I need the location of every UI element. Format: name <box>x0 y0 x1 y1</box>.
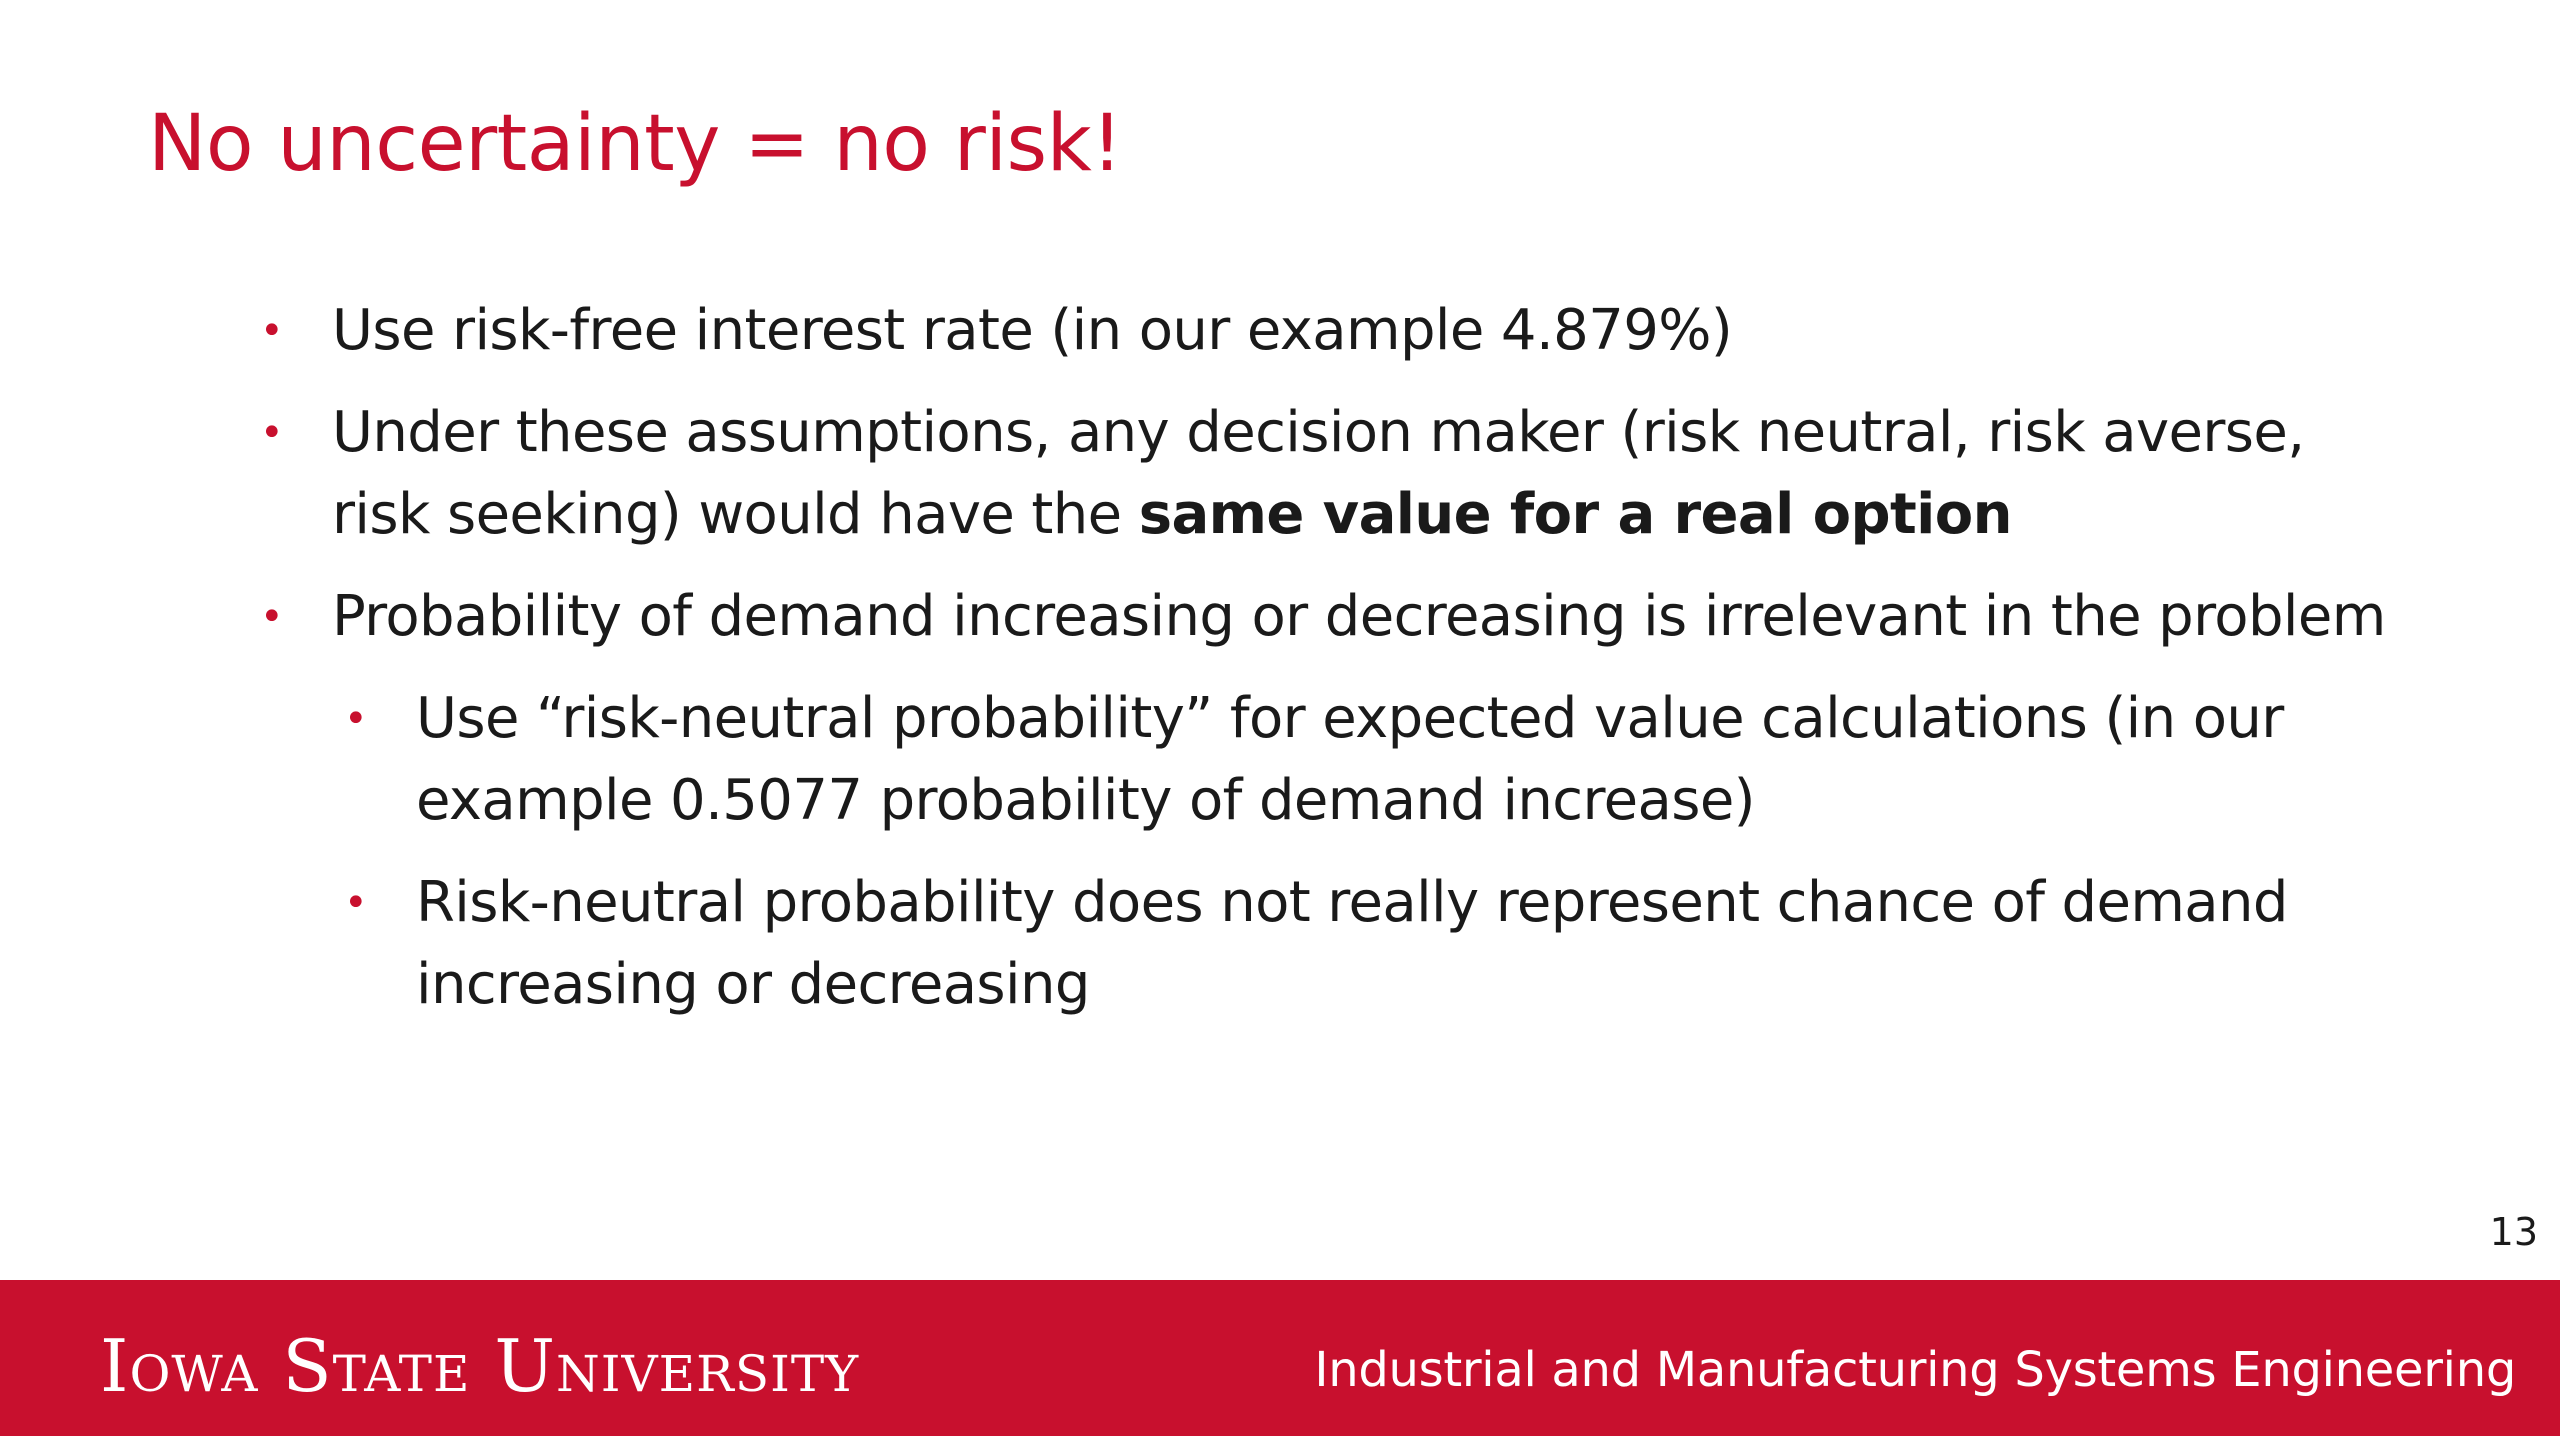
page-number: 13 <box>2489 1210 2538 1254</box>
bullet-text: Probability of demand increasing or decr… <box>332 584 2386 649</box>
bullet-dot-icon: • <box>344 880 368 926</box>
sub-bullet-item: • Risk-neutral probability does not real… <box>342 862 2408 1026</box>
bullet-text: Risk-neutral probability does not really… <box>416 870 2288 1017</box>
footer-bar: Iowa State University Industrial and Man… <box>0 1280 2560 1440</box>
slide-title: No uncertainty = no risk! <box>148 99 1123 189</box>
bullet-item: • Use risk-free interest rate (in our ex… <box>258 290 2408 372</box>
university-logo: Iowa State University <box>100 1324 860 1408</box>
department-name: Industrial and Manufacturing Systems Eng… <box>1314 1342 2516 1398</box>
bullet-dot-icon: • <box>260 410 284 456</box>
bullet-item: • Probability of demand increasing or de… <box>258 576 2408 658</box>
bullet-text: Use “risk-neutral probability” for expec… <box>416 686 2284 833</box>
bullet-text: Use risk-free interest rate (in our exam… <box>332 298 1733 363</box>
bullet-dot-icon: • <box>260 308 284 354</box>
bullet-text: Under these assumptions, any decision ma… <box>332 400 2305 547</box>
bullet-item: • Under these assumptions, any decision … <box>258 392 2408 556</box>
bullet-list: • Use risk-free interest rate (in our ex… <box>258 290 2408 1046</box>
footer-divider <box>0 1436 2560 1440</box>
bullet-emphasis: same value for a real option <box>1138 482 2013 547</box>
bullet-dot-icon: • <box>344 696 368 742</box>
sub-bullet-item: • Use “risk-neutral probability” for exp… <box>342 678 2408 842</box>
bullet-dot-icon: • <box>260 594 284 640</box>
